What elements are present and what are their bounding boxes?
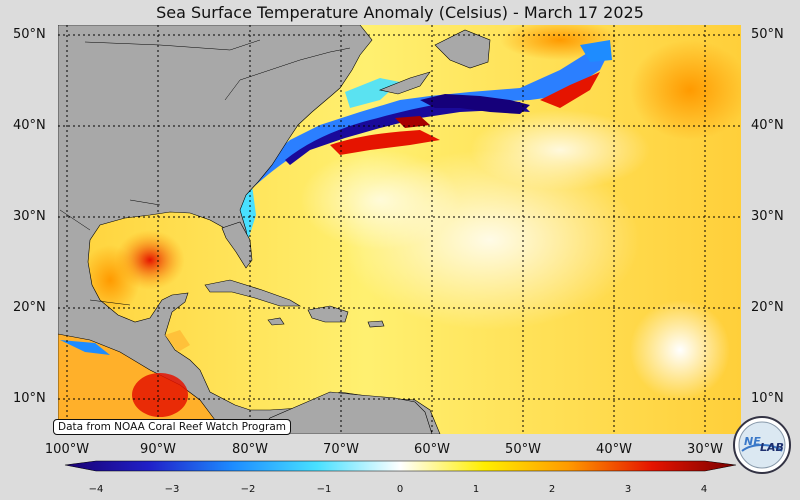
- anomaly-neutral-patch: [470, 110, 650, 190]
- anomaly-cold-patch: [345, 78, 400, 108]
- colorbar-tick: −4: [88, 484, 104, 495]
- lon-label-40w: 40°W: [596, 442, 632, 457]
- border-lines: [59, 39, 351, 306]
- anomaly-cold-streak: [420, 94, 530, 114]
- newfoundland-land: [434, 29, 491, 69]
- cuba-land: [204, 279, 302, 307]
- map-area: [58, 25, 741, 434]
- svg-text:LAB: LAB: [760, 441, 784, 454]
- colorbar-tick: −2: [240, 484, 256, 495]
- lat-label-50n-right: 50°N: [751, 27, 784, 42]
- lon-label-60w: 60°W: [414, 442, 450, 457]
- lat-label-40n: 40°N: [13, 118, 46, 133]
- graticule: [58, 25, 741, 434]
- lon-label-30w: 30°W: [687, 442, 723, 457]
- jamaica-land: [267, 317, 285, 326]
- florida-land: [221, 221, 253, 269]
- colorbar-tick: 1: [472, 484, 480, 495]
- colorbar: [64, 460, 737, 472]
- lat-label-50n: 50°N: [13, 27, 46, 42]
- lon-label-70w: 70°W: [323, 442, 359, 457]
- lon-label-50w: 50°W: [505, 442, 541, 457]
- colorbar-tick: 2: [548, 484, 556, 495]
- anomaly-cold-patch: [580, 40, 612, 62]
- hispaniola-land: [307, 305, 349, 323]
- anomaly-neutral-patch: [630, 300, 730, 400]
- colorbar-tick: −1: [316, 484, 332, 495]
- lab-logo-icon: NE LAB: [733, 416, 791, 474]
- north-america-land: [58, 25, 441, 434]
- puerto-rico-land: [367, 320, 385, 328]
- colorbar-tick: −3: [164, 484, 180, 495]
- colorbar-tick: 0: [396, 484, 404, 495]
- anomaly-warm-streak: [395, 116, 430, 128]
- lat-label-10n-right: 10°N: [751, 391, 784, 406]
- lat-label-30n-right: 30°N: [751, 209, 784, 224]
- lat-label-20n: 20°N: [13, 300, 46, 315]
- lon-label-90w: 90°W: [140, 442, 176, 457]
- svg-text:NE: NE: [744, 435, 761, 448]
- anomaly-warm-streak: [330, 130, 440, 155]
- lat-label-30n: 30°N: [13, 209, 46, 224]
- lat-label-10n: 10°N: [13, 391, 46, 406]
- south-america-land: [254, 391, 433, 434]
- anomaly-warm-streak: [540, 72, 600, 108]
- gulf-of-honduras: [165, 330, 190, 352]
- colorbar-gradient: [64, 460, 737, 472]
- anomaly-neutral-patch: [300, 150, 460, 250]
- nova-scotia-land: [378, 71, 431, 95]
- anomaly-warm-patch: [630, 40, 741, 140]
- anomaly-cold-patch: [60, 340, 110, 355]
- data-credit-box: Data from NOAA Coral Reef Watch Program: [53, 419, 291, 435]
- colorbar-tick: 4: [700, 484, 708, 495]
- lat-label-20n-right: 20°N: [751, 300, 784, 315]
- colorbar-tick: 3: [624, 484, 632, 495]
- lon-label-100w: 100°W: [44, 442, 90, 457]
- map-title: Sea Surface Temperature Anomaly (Celsius…: [156, 3, 644, 22]
- lon-label-80w: 80°W: [232, 442, 268, 457]
- lat-label-40n-right: 40°N: [751, 118, 784, 133]
- anomaly-warm-patch: [132, 373, 188, 417]
